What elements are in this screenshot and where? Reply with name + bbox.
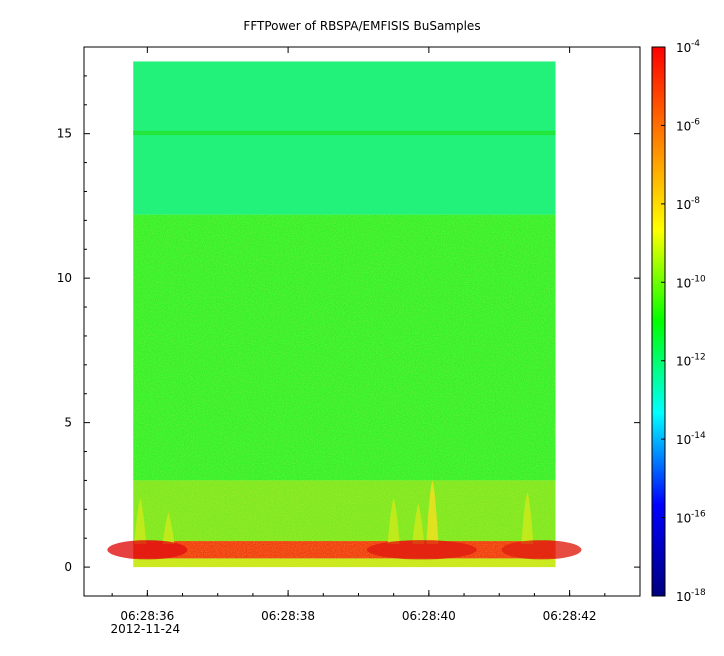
x-tick-label: 06:28:40 [402,609,456,623]
colorbar-tick-exponent: -12 [691,353,706,363]
chart-title: FFTPower of RBSPA/EMFISIS BuSamples [243,19,480,33]
colorbar-tick-label: 10 [676,41,691,55]
colorbar-tick-exponent: -16 [691,510,706,520]
y-tick-label: 0 [64,560,72,574]
x-tick-label: 06:28:38 [261,609,315,623]
colorbar-tick-exponent: -4 [691,39,700,49]
colorbar-tick-exponent: -18 [691,588,706,598]
colorbar-tick-exponent: -14 [691,431,706,441]
spectral-burst [134,497,147,544]
colorbar-tick-exponent: -6 [691,117,700,127]
spectral-burst [521,491,534,544]
x-tick-label: 06:28:42 [543,609,597,623]
colorbar-tick-label: 10 [676,355,691,369]
colorbar-tick-label: 10 [676,198,691,212]
y-tick-label: 15 [57,127,72,141]
colorbar-tick-label: 10 [676,512,691,526]
colorbar-tick-exponent: -8 [691,196,700,206]
spectrogram-image [107,61,582,568]
colorbar-tick-label: 10 [676,276,691,290]
colorbar-tick-exponent: -10 [691,274,706,284]
spectral-burst [412,503,425,544]
x-date-label: 2012-11-24 [110,622,180,636]
hot-spot [366,540,477,560]
spectrogram-band [133,61,556,215]
colorbar [651,46,666,597]
colorbar-tick-label: 10 [676,590,691,604]
hot-spot [501,540,582,560]
y-tick-label: 10 [57,271,72,285]
hot-spot [107,540,188,560]
x-tick-label: 06:28:36 [120,609,174,623]
spectral-burst [426,480,439,544]
spectral-burst [162,512,175,544]
spectral-burst [387,497,400,544]
spectrogram-band [133,130,556,136]
colorbar-tick-label: 10 [676,119,691,133]
spectrogram-noise [133,214,556,568]
colorbar-tick-label: 10 [676,433,691,447]
y-tick-label: 5 [64,416,72,430]
